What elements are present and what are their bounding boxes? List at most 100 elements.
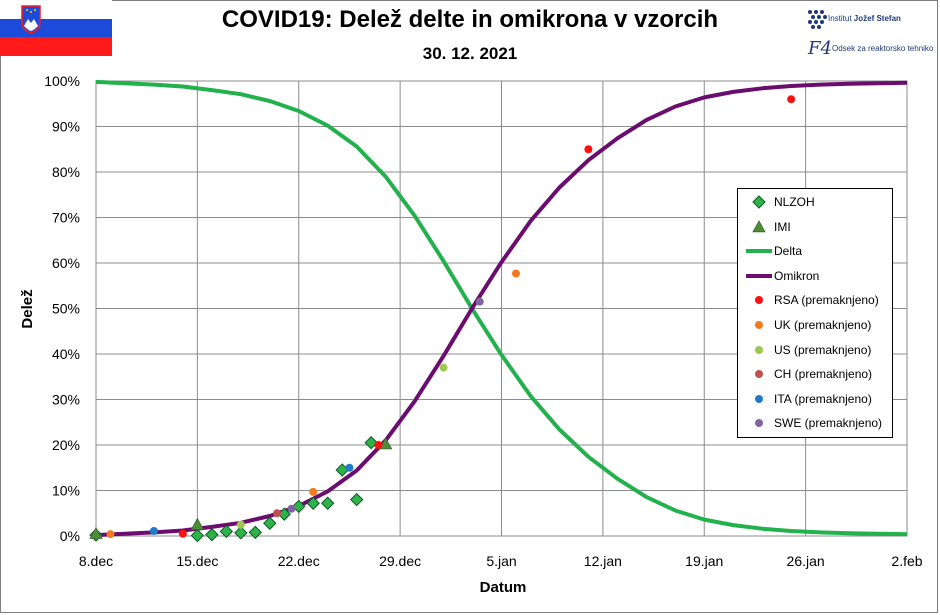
- legend-item-nlzoh: NLZOH: [738, 191, 892, 215]
- omikron-line: [95, 80, 908, 538]
- flag-red-stripe: [0, 37, 112, 56]
- legend-marker-swatch: [752, 195, 766, 209]
- legend-swatch-delta: [746, 249, 772, 254]
- legend-swatch-ita: [755, 394, 763, 403]
- legend-item-imi: IMI: [738, 216, 892, 240]
- y-tick-label: 80%: [52, 164, 80, 180]
- legend-label: RSA (premaknjeno): [774, 293, 879, 308]
- y-tick-label: 40%: [52, 346, 80, 362]
- imi-point: [378, 437, 393, 450]
- x-tick-label: 8.dec: [79, 553, 113, 569]
- legend-item-swe: SWE (premaknjeno): [738, 412, 892, 436]
- y-tick-label: 60%: [52, 255, 80, 271]
- y-tick-label: 50%: [52, 301, 80, 317]
- y-tick-label: 70%: [52, 210, 80, 226]
- legend-label: NLZOH: [774, 195, 815, 209]
- ijs-logo-text: Institut Jožef Stefan: [828, 14, 901, 23]
- y-tick-label: 20%: [52, 437, 80, 453]
- nlzoh-point: [234, 526, 248, 540]
- nlzoh-point: [205, 527, 219, 542]
- legend-swatch-omikron: [746, 273, 772, 278]
- y-tick-label: 90%: [52, 119, 80, 135]
- legend-swatch-rsa: [755, 296, 763, 305]
- y-tick-label: 100%: [44, 73, 80, 89]
- legend-label: SWE (premaknjeno): [774, 416, 883, 431]
- x-tick-label: 19.jan: [685, 553, 723, 569]
- delta-line: [95, 79, 908, 537]
- x-tick-label: 22.dec: [278, 553, 320, 569]
- legend-item-ch: CH (premaknjeno): [738, 363, 892, 387]
- ch-point: [273, 509, 282, 518]
- legend-item-ita: ITA (premaknjeno): [738, 388, 892, 412]
- legend-marker-swatch: [755, 296, 763, 305]
- legend-marker-swatch: [755, 419, 763, 428]
- ita-point: [345, 463, 354, 472]
- y-tick-label: 30%: [52, 392, 80, 408]
- y-tick-label: 10%: [52, 483, 80, 499]
- legend-item-rsa: RSA (premaknjeno): [738, 289, 892, 313]
- nlzoh-point: [306, 496, 320, 510]
- line-layer: [95, 79, 908, 538]
- rsa-point: [374, 441, 383, 449]
- uk-point: [106, 530, 115, 539]
- legend-label: UK (premaknjeno): [774, 318, 872, 332]
- x-tick-label: 29.dec: [379, 553, 421, 569]
- legend-item-omikron: Omikron: [738, 265, 892, 289]
- imi-point: [190, 517, 205, 530]
- legend-marker-swatch: [755, 321, 763, 329]
- y-tick-label: 0%: [60, 528, 80, 544]
- legend-label: CH (premaknjeno): [774, 367, 873, 382]
- legend-swatch-us: [755, 345, 763, 354]
- legend-label: ITA (premaknjeno): [774, 391, 872, 406]
- legend-swatch-ch: [755, 370, 763, 379]
- imi-point: [89, 526, 103, 539]
- uk-point: [511, 269, 520, 278]
- legend: NLZOH IMI Delta Omikron RSA (premaknjeno) UK …: [737, 188, 893, 438]
- legend-item-uk: UK (premaknjeno): [738, 314, 892, 338]
- nlzoh-point: [190, 528, 205, 543]
- legend-swatch-uk: [755, 321, 763, 329]
- x-tick-label: 12.jan: [584, 553, 622, 569]
- x-tick-label: 2.feb: [891, 553, 922, 569]
- legend-label: Delta: [774, 244, 803, 259]
- rsa-point: [178, 529, 187, 538]
- nlzoh-point: [321, 496, 335, 510]
- rsa-point: [584, 145, 593, 154]
- legend-marker-swatch: [755, 394, 763, 403]
- legend-item-us: US (premaknjeno): [738, 339, 892, 363]
- nlzoh-point: [349, 492, 364, 507]
- ijs-logo-bold: Jožef Stefan: [853, 14, 901, 23]
- legend-item-delta: Delta: [738, 240, 892, 264]
- us-point: [439, 363, 448, 372]
- legend-marker-swatch: [752, 219, 766, 232]
- marker-layer: [89, 95, 796, 543]
- y-axis-title: Delež: [19, 289, 36, 328]
- legend-marker-swatch: [755, 345, 763, 354]
- flag-coat-of-arms-icon: [21, 5, 41, 34]
- legend-marker-swatch: [755, 370, 763, 379]
- chart-title: COVID19: Delež delte in omikrona v vzorc…: [221, 6, 719, 33]
- nlzoh-point: [292, 499, 306, 514]
- legend-label: Omikron: [774, 268, 820, 283]
- x-axis-title: Datum: [480, 579, 527, 596]
- tick-label-layer: 0% 10% 20% 30% 40% 50% 60% 70% 80% 90% 100% 8.dec 15…: [44, 73, 923, 569]
- f4-logo-text: Odsek za reaktorsko tehniko: [832, 44, 934, 53]
- us-point: [236, 520, 245, 529]
- swe-point: [287, 504, 296, 513]
- legend-swatch-swe: [755, 419, 763, 428]
- nlzoh-point: [248, 525, 263, 540]
- uk-point: [309, 487, 318, 496]
- f4-logo-mark: F4: [807, 38, 832, 59]
- legend-swatch-imi: [752, 219, 766, 232]
- ita-point: [149, 526, 158, 535]
- ijs-logo-prefix: Institut: [828, 14, 854, 23]
- plot-area-border: [95, 80, 908, 537]
- legend-swatch-nlzoh: [752, 195, 766, 209]
- rsa-point: [787, 95, 796, 104]
- x-tick-label: 26.jan: [787, 553, 825, 569]
- swe-point: [475, 297, 484, 306]
- legend-label: IMI: [774, 219, 791, 234]
- chart-subtitle: 30. 12. 2021: [422, 44, 518, 63]
